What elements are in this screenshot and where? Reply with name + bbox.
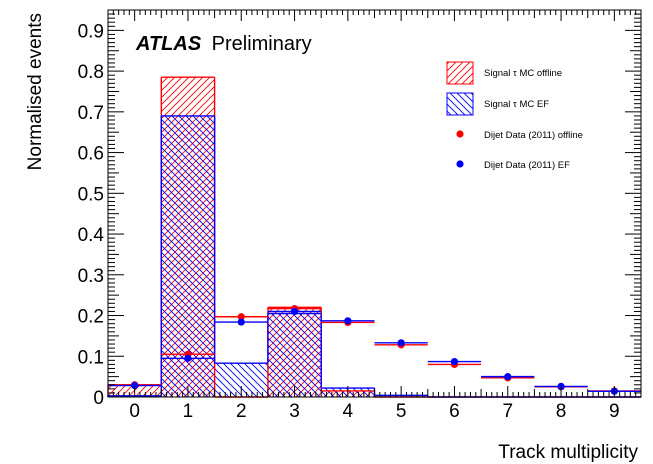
data-point-dijet-ef-5 bbox=[397, 339, 405, 347]
x-tick-label-2: 2 bbox=[236, 401, 247, 422]
x-tick-label-4: 4 bbox=[343, 401, 354, 422]
series-layer bbox=[107, 76, 641, 398]
data-point-dijet-ef-1 bbox=[184, 354, 192, 362]
y-axis-title: Normalised events bbox=[25, 13, 46, 170]
x-axis-title: Track multiplicity bbox=[498, 442, 638, 463]
x-tick-label-8: 8 bbox=[556, 401, 567, 422]
y-tick-label-0.1: 0.1 bbox=[78, 347, 104, 368]
x-tick-label-5: 5 bbox=[396, 401, 407, 422]
y-tick-label-0: 0 bbox=[93, 388, 104, 409]
ticks-layer: 0 1 2 3 4 5 6 7 8 9 0 0.1 0.2 0.3 0.4 0.5 0.6 0.7 0.8 0.9 bbox=[78, 10, 642, 422]
legend-label-dijet-ef: Dijet Data (2011) EF bbox=[484, 160, 570, 171]
y-tick-label-0.7: 0.7 bbox=[78, 103, 104, 124]
x-tick-label-9: 9 bbox=[609, 401, 620, 422]
y-tick-label-0.8: 0.8 bbox=[78, 62, 104, 83]
x-tick-label-7: 7 bbox=[502, 401, 513, 422]
data-point-dijet-ef-6 bbox=[450, 357, 459, 366]
data-point-dijet-ef-2 bbox=[237, 318, 245, 326]
atlas-label: ATLAS bbox=[135, 33, 202, 55]
legend-label-signal-offline: Signal τ MC offline bbox=[484, 68, 562, 79]
legend-label-signal-ef: Signal τ MC EF bbox=[484, 99, 549, 110]
legend-swatch-signal-offline bbox=[446, 61, 474, 85]
legend-marker-dijet-offline bbox=[456, 130, 464, 138]
data-point-dijet-ef-0 bbox=[131, 381, 139, 390]
data-point-dijet-ef-4 bbox=[344, 317, 352, 325]
legend: Signal τ MC offline Signal τ MC EF Dijet… bbox=[446, 61, 583, 171]
histogram-bar-signal-ef-3 bbox=[267, 313, 322, 397]
legend-swatch-signal-ef bbox=[446, 92, 474, 116]
data-point-dijet-ef-7 bbox=[504, 373, 512, 381]
x-tick-label-3: 3 bbox=[289, 401, 300, 422]
data-point-dijet-offline-2 bbox=[237, 313, 245, 321]
y-tick-label-0.2: 0.2 bbox=[78, 307, 104, 328]
x-tick-label-1: 1 bbox=[183, 401, 194, 422]
experiment-label: ATLAS Preliminary bbox=[135, 33, 312, 55]
data-point-dijet-ef-3 bbox=[290, 307, 299, 316]
legend-marker-dijet-ef bbox=[456, 160, 464, 168]
y-tick-label-0.5: 0.5 bbox=[78, 184, 104, 205]
x-tick-label-6: 6 bbox=[449, 401, 460, 422]
x-tick-label-0: 0 bbox=[129, 401, 140, 422]
histogram-bar-signal-ef-1 bbox=[161, 115, 215, 398]
status-label: Preliminary bbox=[212, 33, 312, 55]
y-tick-label-0.9: 0.9 bbox=[78, 21, 104, 42]
y-tick-label-0.3: 0.3 bbox=[78, 266, 104, 287]
y-tick-label-0.6: 0.6 bbox=[78, 144, 104, 165]
y-tick-label-0.4: 0.4 bbox=[78, 225, 105, 246]
legend-label-dijet-offline: Dijet Data (2011) offline bbox=[484, 130, 583, 141]
